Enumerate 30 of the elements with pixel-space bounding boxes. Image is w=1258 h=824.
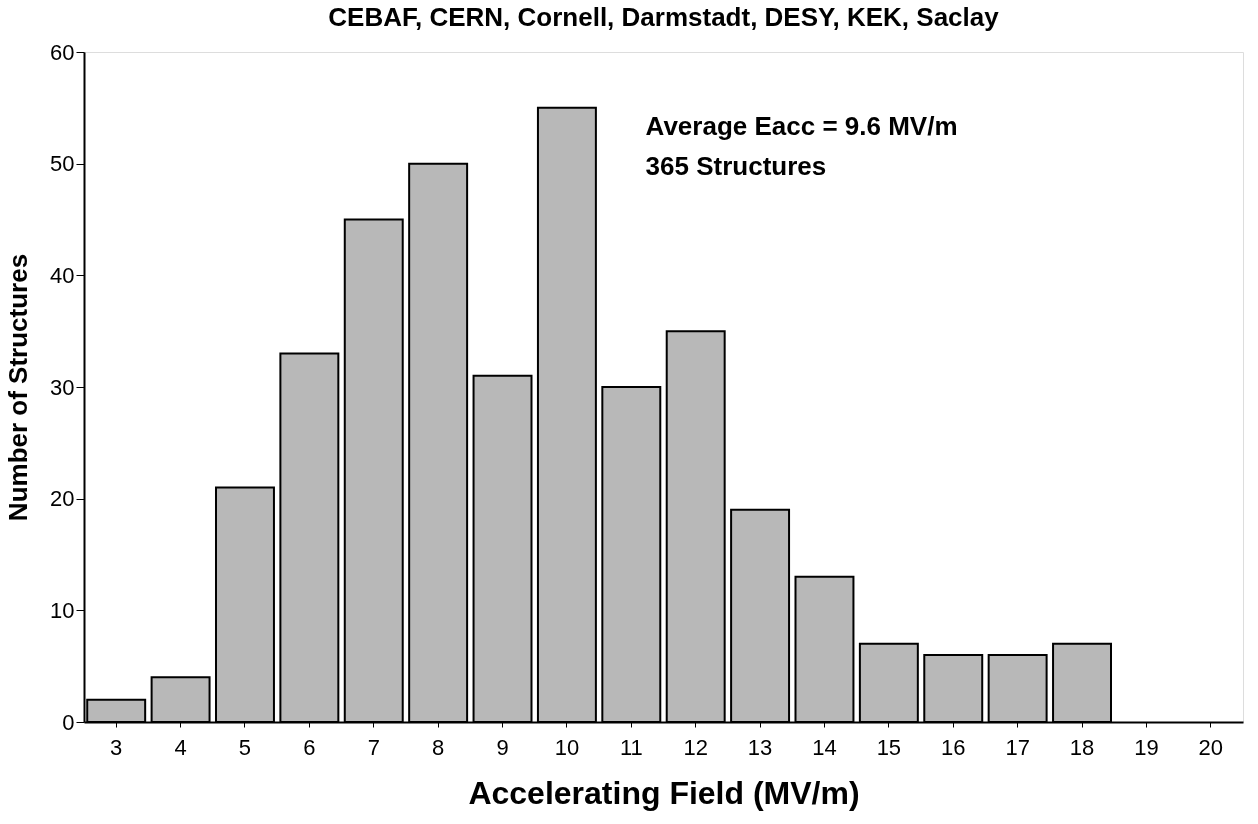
x-tick-label: 15	[876, 734, 902, 760]
x-axis-title: Accelerating Field (MV/m)	[468, 774, 860, 811]
y-tick-label: 50	[50, 151, 75, 177]
y-axis-title: Number of Structures	[3, 253, 34, 522]
x-tick-label: 18	[1069, 734, 1095, 760]
chart-title: CEBAF, CERN, Cornell, Darmstadt, DESY, KEK, Saclay	[328, 2, 1000, 32]
x-tick-label: 20	[1198, 734, 1224, 760]
x-tick-label: 17	[1005, 734, 1030, 760]
x-tick-label: 12	[683, 734, 708, 760]
x-tick-label: 8	[432, 734, 445, 760]
x-tick-label: 16	[941, 734, 966, 760]
x-tick-label: 11	[619, 734, 643, 760]
x-tick-label: 19	[1134, 734, 1159, 760]
x-tick-label: 5	[238, 734, 252, 760]
y-tick-label: 30	[50, 374, 75, 400]
x-tick-label: 3	[110, 734, 123, 760]
y-tick-label: 60	[50, 39, 75, 65]
x-tick-label: 10	[554, 734, 580, 760]
y-tick-label: 40	[50, 262, 75, 288]
y-tick-label: 10	[50, 597, 75, 623]
y-tick-label: 20	[50, 486, 75, 512]
x-tick-label: 4	[174, 734, 187, 760]
x-tick-label: 6	[303, 734, 316, 760]
annotation: 365 Structures	[645, 151, 827, 181]
annotation: Average Eacc = 9.6 MV/m	[645, 111, 958, 141]
x-tick-label: 14	[812, 734, 837, 760]
x-tick-label: 7	[367, 734, 380, 760]
x-tick-label: 13	[747, 734, 773, 760]
y-tick-label: 0	[62, 709, 75, 735]
x-tick-label: 9	[496, 734, 509, 760]
